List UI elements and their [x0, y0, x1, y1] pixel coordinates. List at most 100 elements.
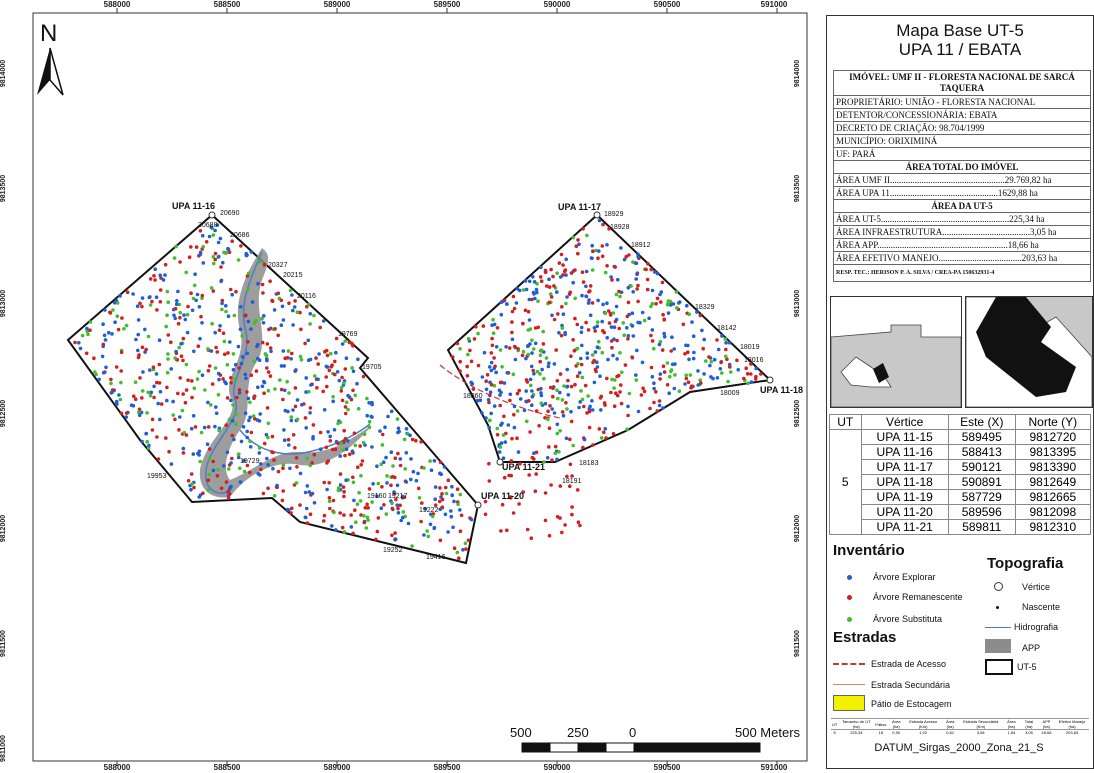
tree-point [558, 429, 562, 433]
tree-point [564, 401, 568, 405]
tree-point [599, 408, 603, 412]
tree-point [612, 337, 616, 342]
tree-point [420, 501, 424, 505]
tree-point [232, 437, 236, 442]
vertex-marker [766, 376, 774, 384]
tree-point [709, 359, 714, 364]
tree-point [569, 409, 573, 414]
tree-point [551, 274, 555, 279]
tree-point [350, 341, 354, 346]
tree-point [592, 380, 597, 385]
tree-point [592, 326, 597, 330]
tree-point [536, 299, 540, 304]
tree-point [172, 256, 177, 260]
tree-points-layer [73, 218, 763, 560]
x-tick-label: 589500 [433, 0, 461, 9]
tree-point [518, 461, 522, 466]
tree-point [494, 370, 498, 375]
tree-point [725, 357, 729, 362]
tree-point [116, 327, 121, 332]
tree-point [291, 323, 295, 327]
tree-point [487, 479, 492, 483]
tree-point [565, 385, 569, 389]
tree-point [179, 354, 184, 359]
tree-point [457, 556, 461, 560]
tree-point [311, 423, 316, 427]
tree-point [206, 400, 210, 405]
tree-point [605, 264, 609, 268]
tree-id-label: 18191 [562, 478, 582, 485]
tree-point [268, 346, 273, 350]
tree-point [279, 364, 284, 368]
patio-icon [833, 695, 865, 711]
vt-cell: UPA 11-20 [860, 504, 949, 520]
tree-point [295, 398, 300, 402]
tree-point [229, 380, 233, 385]
tree-point [262, 314, 266, 318]
tree-point [649, 304, 653, 309]
tree-point [634, 277, 638, 281]
north-arrow-icon [37, 47, 64, 96]
tree-point [349, 513, 353, 517]
tree-point [391, 464, 395, 468]
tree-point [452, 499, 456, 504]
tree-point [648, 406, 652, 411]
tree-point [232, 377, 237, 382]
tree-point [562, 384, 566, 388]
tree-point [158, 288, 163, 292]
tree-point [581, 227, 585, 231]
tree-point [229, 461, 233, 465]
tree-point [169, 462, 174, 466]
legend-vertice: Vértice [1022, 582, 1051, 592]
tree-point [356, 465, 360, 470]
tree-point [414, 438, 418, 443]
y-tick-label: 9813000 [794, 289, 802, 318]
tree-point [615, 357, 619, 361]
tree-point [189, 472, 194, 476]
tree-point [289, 357, 293, 361]
inset-map-local [965, 296, 1093, 408]
tree-point [491, 331, 496, 336]
legend-remanescente: Árvore Remanescente [873, 592, 963, 602]
tree-point [257, 358, 262, 363]
tree-point [239, 439, 244, 444]
tree-point [728, 365, 732, 369]
scale-label-500: 500 [510, 725, 532, 740]
tree-point [318, 430, 323, 435]
tree-point [347, 452, 352, 457]
tree-point [355, 381, 359, 386]
tree-point [177, 345, 181, 350]
tree-point [248, 415, 252, 420]
tree-point [501, 433, 506, 437]
tree-point [450, 493, 455, 498]
tree-point [131, 404, 136, 408]
tree-point [590, 399, 594, 403]
tree-point [668, 374, 672, 379]
tree-point [290, 506, 294, 511]
tree-point [550, 458, 554, 463]
tree-point [645, 287, 650, 292]
tree-point [392, 490, 396, 494]
tree-point [552, 317, 557, 322]
tree-point [180, 408, 185, 413]
vt-cell: 9812310 [1014, 519, 1092, 535]
tree-point [198, 459, 202, 464]
tree-point [568, 484, 572, 489]
tree-point [342, 494, 346, 499]
tree-point [227, 250, 232, 254]
tree-point [493, 364, 497, 369]
tree-point [337, 378, 342, 383]
legend-nascente: Nascente [1022, 602, 1061, 612]
tree-point [338, 420, 343, 425]
tree-point [272, 458, 276, 462]
upa-16-label: UPA 11-16 [172, 201, 216, 211]
tree-point [593, 367, 598, 372]
tree-point [665, 361, 670, 365]
tree-point [564, 436, 569, 441]
tree-point [380, 443, 385, 447]
tree-point [409, 477, 413, 482]
tree-point [575, 322, 580, 327]
tree-point [378, 429, 382, 433]
tree-point [466, 352, 470, 357]
tree-point [612, 404, 617, 409]
